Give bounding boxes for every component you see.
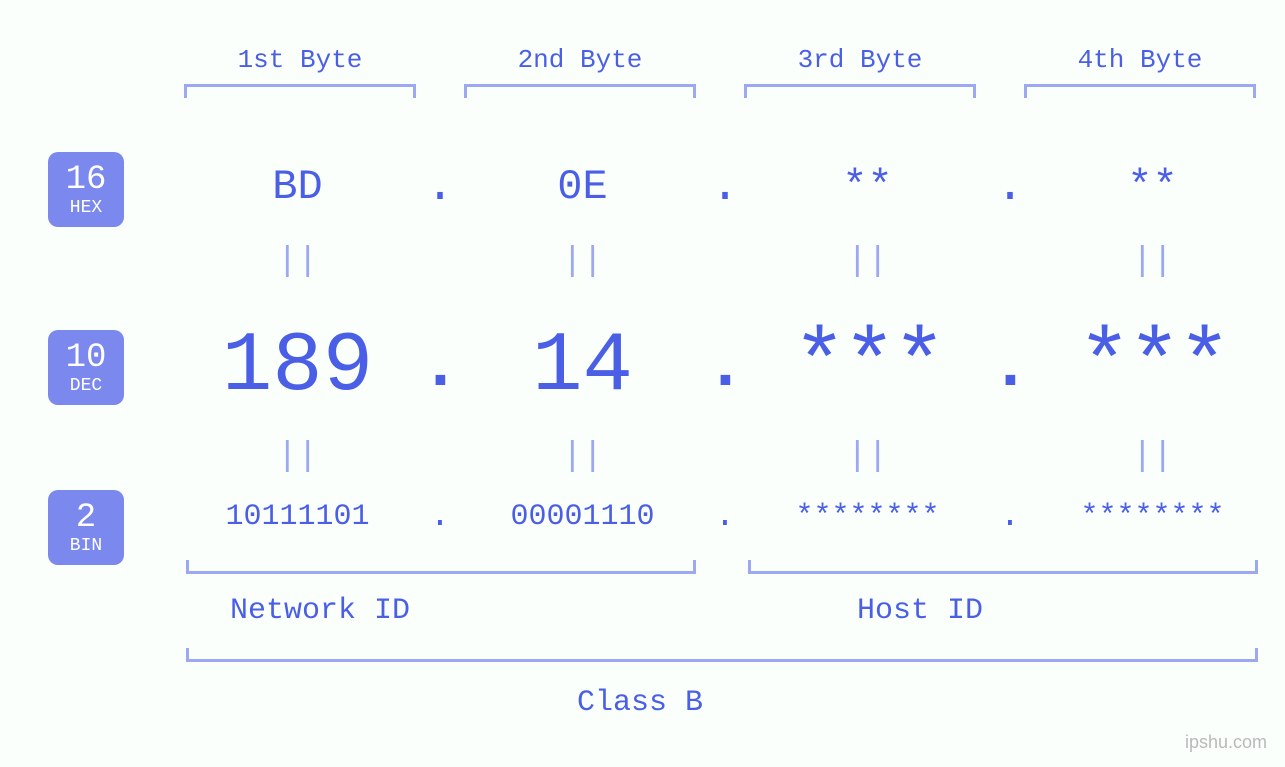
dec-badge: 10 DEC xyxy=(48,330,124,405)
dot-icon: . xyxy=(990,498,1030,536)
eq-icon: || xyxy=(460,243,705,281)
eq-icon: || xyxy=(1030,438,1275,476)
hex-b4: ** xyxy=(1030,163,1275,211)
dot-icon: . xyxy=(990,329,1030,406)
eq-icon: || xyxy=(175,438,420,476)
watermark: ipshu.com xyxy=(1185,732,1267,753)
byte-bracket-3 xyxy=(744,84,976,98)
byte-label-1: 1st Byte xyxy=(170,45,430,75)
dec-b4: *** xyxy=(1030,316,1275,418)
byte-label-2: 2nd Byte xyxy=(450,45,710,75)
host-id-label: Host ID xyxy=(770,594,1070,628)
dot-icon: . xyxy=(705,329,745,406)
dec-b2: 14 xyxy=(460,320,705,415)
byte-bracket-2 xyxy=(464,84,696,98)
eq-icon: || xyxy=(745,243,990,281)
host-id-bracket xyxy=(748,560,1258,574)
byte-label-4: 4th Byte xyxy=(1010,45,1270,75)
bin-badge: 2 BIN xyxy=(48,490,124,565)
dec-badge-lbl: DEC xyxy=(48,377,124,397)
dec-row: 189 . 14 . *** . *** xyxy=(175,316,1275,418)
hex-badge-num: 16 xyxy=(48,162,124,199)
byte-bracket-1 xyxy=(184,84,416,98)
dot-icon: . xyxy=(705,498,745,536)
hex-b1: BD xyxy=(175,163,420,211)
bin-row: 10111101 . 00001110 . ******** . *******… xyxy=(175,498,1275,536)
dot-icon: . xyxy=(420,498,460,536)
byte-label-3: 3rd Byte xyxy=(730,45,990,75)
network-id-bracket xyxy=(186,560,696,574)
hex-row: BD . 0E . ** . ** xyxy=(175,160,1275,214)
class-bracket xyxy=(186,648,1258,662)
eq-icon: || xyxy=(460,438,705,476)
hex-b3: ** xyxy=(745,163,990,211)
network-id-label: Network ID xyxy=(170,594,470,628)
hex-b2: 0E xyxy=(460,163,705,211)
hex-badge: 16 HEX xyxy=(48,152,124,227)
eq-icon: || xyxy=(175,243,420,281)
bin-b3: ******** xyxy=(745,500,990,534)
eq-icon: || xyxy=(745,438,990,476)
dot-icon: . xyxy=(705,160,745,214)
bin-b2: 00001110 xyxy=(460,500,705,534)
dot-icon: . xyxy=(420,329,460,406)
hex-badge-lbl: HEX xyxy=(48,199,124,219)
dec-b1: 189 xyxy=(175,320,420,415)
dec-b3: *** xyxy=(745,316,990,418)
dot-icon: . xyxy=(990,160,1030,214)
class-label: Class B xyxy=(490,686,790,720)
bin-b4: ******** xyxy=(1030,500,1275,534)
eq-icon: || xyxy=(1030,243,1275,281)
bin-badge-num: 2 xyxy=(48,500,124,537)
eq-row-2: || . || . || . || xyxy=(175,438,1275,476)
dec-badge-num: 10 xyxy=(48,340,124,377)
bin-b1: 10111101 xyxy=(175,500,420,534)
eq-row-1: || . || . || . || xyxy=(175,243,1275,281)
byte-bracket-4 xyxy=(1024,84,1256,98)
bin-badge-lbl: BIN xyxy=(48,537,124,557)
dot-icon: . xyxy=(420,160,460,214)
